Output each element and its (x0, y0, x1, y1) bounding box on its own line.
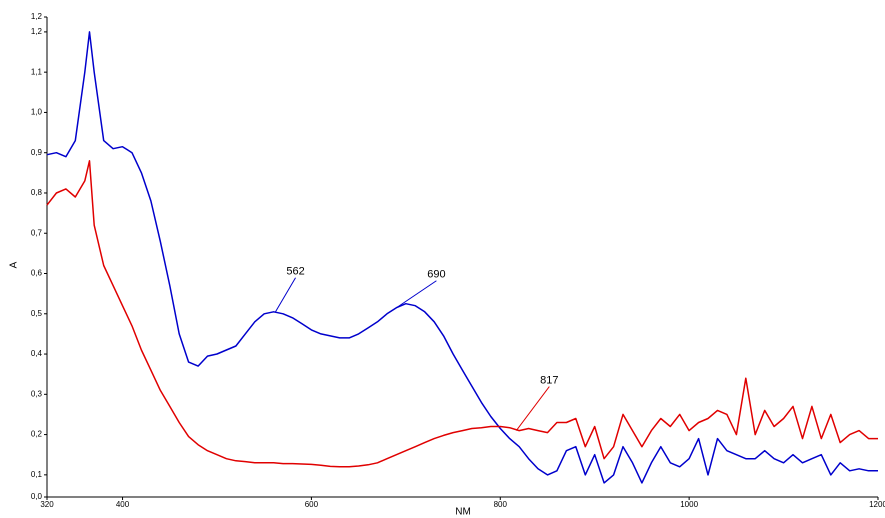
x-tick-label: 600 (305, 500, 319, 509)
x-tick-label: 800 (494, 500, 508, 509)
y-tick-label: 1,0 (31, 108, 43, 117)
x-axis-label: NM (455, 507, 471, 518)
x-tick-label: 1200 (869, 500, 885, 509)
y-tick-label: 0,7 (31, 228, 43, 237)
y-axis-label: A (9, 261, 20, 268)
annotation-label: 690 (427, 269, 445, 281)
y-tick-label: 0,5 (31, 309, 43, 318)
annotation-label: 817 (540, 374, 558, 386)
y-tick-label: 0,9 (31, 148, 43, 157)
annotation-label: 562 (286, 266, 304, 278)
y-tick-label: 0,3 (31, 389, 43, 398)
x-tick-label: 320 (40, 500, 54, 509)
y-tick-label: 0,0 (31, 492, 43, 501)
annotation-leader (275, 277, 296, 313)
x-tick-label: 1000 (680, 500, 698, 509)
y-tick-label: 1,2 (31, 27, 43, 36)
y-tick-label: 0,4 (31, 349, 43, 358)
series-line (46, 31, 878, 484)
annotation-leader (515, 386, 550, 431)
x-tick-label: 400 (116, 500, 130, 509)
y-tick-label: 0,1 (31, 470, 43, 479)
annotation-leader (396, 280, 437, 309)
y-tick-label: 0,8 (31, 188, 43, 197)
y-tick-label: 0,2 (31, 430, 43, 439)
y-tick-label: 1,2 (31, 12, 43, 21)
series-line (46, 160, 878, 468)
y-tick-label: 0,6 (31, 269, 43, 278)
y-tick-label: 1,1 (31, 67, 43, 76)
